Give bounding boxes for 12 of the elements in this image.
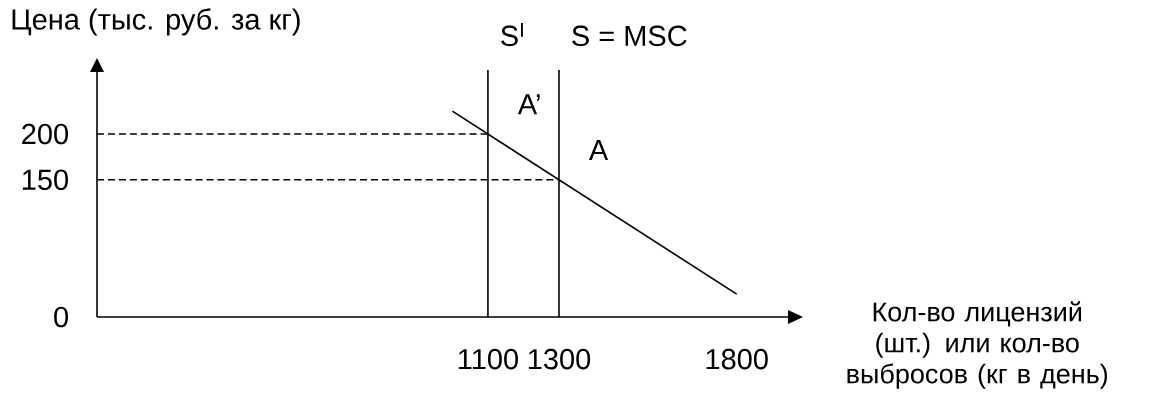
ref-line-label: S$^{I}$ xyxy=(501,22,523,47)
annotation: A’ xyxy=(517,94,540,115)
y-tick-label: 200 xyxy=(22,123,68,145)
x-tick-label: 1100 xyxy=(458,348,518,370)
y-axis-title: Цена (тыс. руб. за кг) xyxy=(12,8,300,36)
x-tick-label: 1800 xyxy=(706,348,768,370)
ref-line-label: S = MSC xyxy=(572,25,687,47)
y-tick-label: 150 xyxy=(22,169,68,191)
x-tick-label: 1300 xyxy=(528,348,591,370)
x-axis-title: Кол-во лицензий (шт.) или кол-во выбросов (кг в день) xyxy=(847,301,1108,389)
annotation: A xyxy=(588,139,609,160)
y-tick-label: 0 xyxy=(54,306,69,328)
